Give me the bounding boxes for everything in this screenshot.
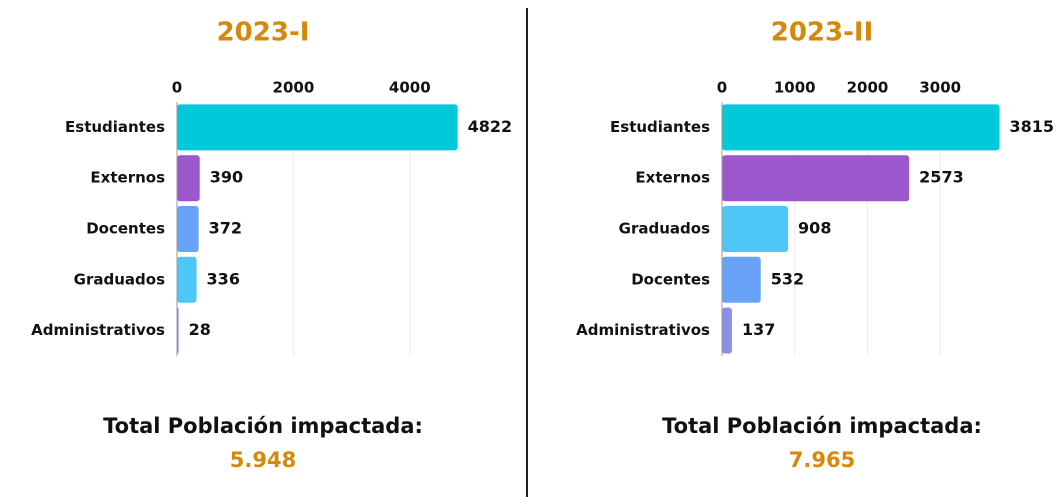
chart-title: 2023-II xyxy=(771,18,874,48)
value-label: 28 xyxy=(189,320,211,339)
category-label: Administrativos xyxy=(576,321,710,339)
x-tick-label: 3000 xyxy=(919,79,961,97)
value-label: 3815 xyxy=(1010,117,1055,136)
category-label: Graduados xyxy=(74,270,165,288)
total-value: 5.948 xyxy=(230,448,296,472)
value-label: 372 xyxy=(209,219,242,238)
category-label: Docentes xyxy=(86,220,165,238)
x-tick-label: 0 xyxy=(717,79,727,97)
total-label: Total Población impactada: xyxy=(662,414,982,438)
bar xyxy=(722,256,761,303)
bar xyxy=(177,155,200,202)
category-label: Estudiantes xyxy=(65,118,165,136)
bar xyxy=(722,104,1000,151)
value-label: 532 xyxy=(771,269,804,288)
total-label: Total Población impactada: xyxy=(103,414,423,438)
value-label: 2573 xyxy=(919,168,964,187)
value-label: 390 xyxy=(210,168,243,187)
value-label: 4822 xyxy=(468,117,513,136)
x-tick-label: 1000 xyxy=(774,79,816,97)
chart-title: 2023-I xyxy=(217,18,310,48)
value-label: 908 xyxy=(798,219,831,238)
bar xyxy=(177,206,199,252)
value-label: 336 xyxy=(207,269,240,288)
bar xyxy=(722,206,789,252)
category-label: Graduados xyxy=(619,220,710,238)
x-tick-label: 2000 xyxy=(847,79,889,97)
category-label: Externos xyxy=(90,169,165,187)
x-tick-label: 2000 xyxy=(273,79,315,97)
category-label: Administrativos xyxy=(31,321,165,339)
bar xyxy=(177,104,458,151)
value-label: 137 xyxy=(742,320,775,339)
x-tick-label: 0 xyxy=(172,79,182,97)
bar xyxy=(177,256,197,303)
category-label: Docentes xyxy=(631,270,710,288)
x-tick-label: 4000 xyxy=(389,79,431,97)
category-label: Estudiantes xyxy=(610,118,710,136)
bar xyxy=(722,307,732,354)
bar xyxy=(722,155,910,202)
category-label: Externos xyxy=(635,169,710,187)
total-value: 7.965 xyxy=(789,448,855,472)
